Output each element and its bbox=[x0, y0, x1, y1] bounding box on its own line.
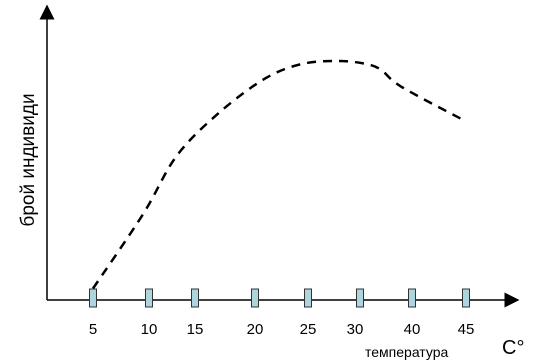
x-tick-label-30: 30 bbox=[347, 321, 364, 338]
x-tick-marker-20 bbox=[251, 288, 259, 308]
x-tick-label-40: 40 bbox=[404, 321, 421, 338]
x-tick-marker-5 bbox=[89, 288, 97, 308]
x-tick-marker-15 bbox=[191, 288, 199, 308]
x-tick-label-20: 20 bbox=[247, 321, 264, 338]
x-tick-labels: 5 10 15 20 25 30 40 45 bbox=[89, 321, 475, 338]
x-tick-marker-30 bbox=[356, 288, 364, 308]
x-tick-label-10: 10 bbox=[141, 321, 158, 338]
x-tick-marker-25 bbox=[304, 288, 312, 308]
x-tick-marker-45 bbox=[462, 288, 470, 308]
x-axis-label: температура bbox=[365, 344, 448, 360]
x-tick-label-45: 45 bbox=[458, 321, 475, 338]
x-tick-label-15: 15 bbox=[187, 321, 204, 338]
x-axis-unit: C° bbox=[502, 337, 524, 359]
x-tick-marker-10 bbox=[145, 288, 153, 308]
x-tick-marks bbox=[89, 288, 470, 308]
series-curve bbox=[91, 59, 467, 290]
x-tick-label-25: 25 bbox=[300, 321, 317, 338]
x-tick-marker-40 bbox=[408, 288, 416, 308]
y-axis-label: брой индивиди bbox=[18, 93, 39, 226]
x-tick-label-5: 5 bbox=[89, 321, 97, 338]
